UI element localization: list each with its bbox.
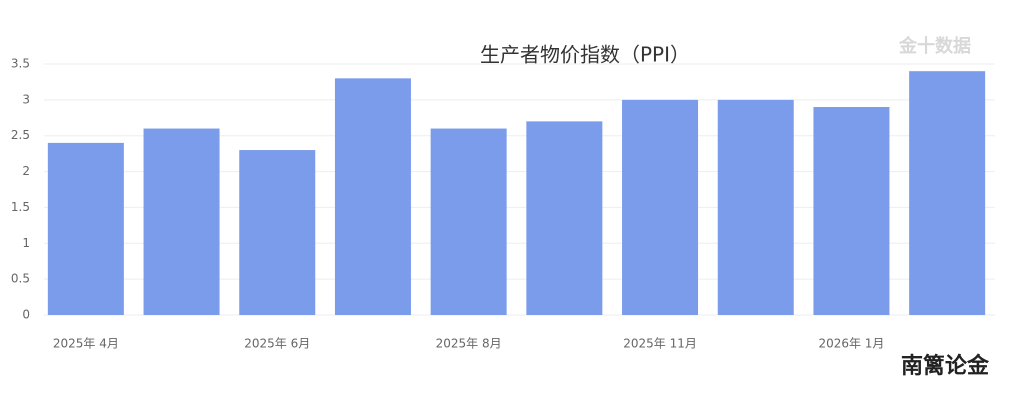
x-tick-label: 2025年 8月 <box>436 337 502 351</box>
y-tick-label: 1.5 <box>11 200 30 214</box>
bar <box>430 128 507 315</box>
bar <box>239 150 316 315</box>
y-tick-label: 3.5 <box>11 57 30 71</box>
y-tick-label: 2 <box>22 164 30 178</box>
x-tick-label: 2025年 6月 <box>244 337 310 351</box>
watermark: 金十数据 <box>898 35 971 57</box>
bar <box>717 99 794 315</box>
bar <box>622 99 699 315</box>
y-tick-label: 2.5 <box>11 128 30 142</box>
x-tick-label: 2025年 11月 <box>623 337 697 351</box>
bar <box>334 78 411 315</box>
bar <box>909 71 986 316</box>
bar <box>47 142 124 315</box>
y-tick-label: 3 <box>22 92 30 106</box>
bar <box>526 121 603 315</box>
y-tick-label: 0 <box>22 308 30 322</box>
chart-title: 生产者物价指数（PPI） <box>480 43 690 67</box>
y-tick-label: 0.5 <box>11 272 30 286</box>
x-tick-label: 2026年 1月 <box>818 337 884 351</box>
bar <box>143 128 220 315</box>
watermark: 南篱论金 <box>901 353 990 379</box>
bar <box>813 107 890 316</box>
x-tick-label: 2025年 4月 <box>53 337 119 351</box>
y-tick-label: 1 <box>22 236 30 250</box>
